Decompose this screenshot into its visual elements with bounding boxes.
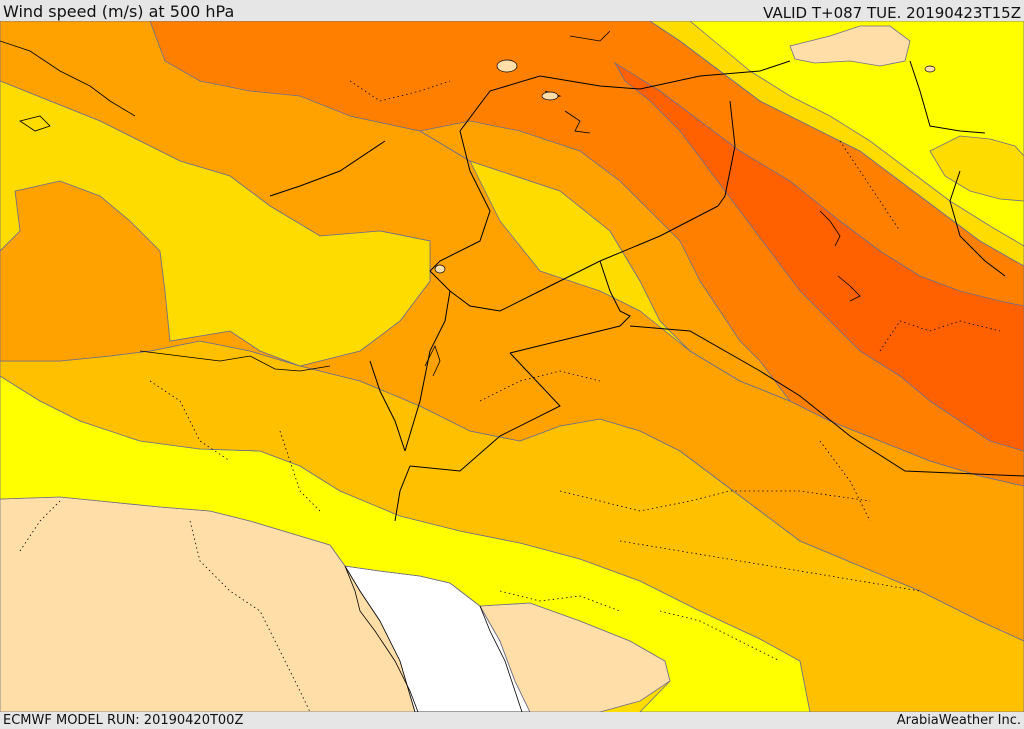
valid-time-label: VALID T+087 TUE. 20190423T15Z [763, 4, 1021, 22]
credit-label: ArabiaWeather Inc. [896, 713, 1021, 728]
wind-zone-medium-high-center [418, 120, 792, 402]
header-bar: Wind speed (m/s) at 500 hPa VALID T+087 … [0, 0, 1024, 22]
wind-zone-low-northeast [689, 21, 1024, 247]
wind-speed-map [0, 21, 1024, 712]
map-title: Wind speed (m/s) at 500 hPa [3, 2, 235, 21]
wind-zone-very-high-core [613, 61, 1024, 452]
wind-zone-medium-low-west [0, 80, 431, 367]
footer-bar: ECMWF MODEL RUN: 20190420T00Z ArabiaWeat… [0, 712, 1024, 729]
wind-zone-very-low-northeast [789, 25, 911, 67]
model-run-label: ECMWF MODEL RUN: 20190420T00Z [3, 713, 244, 728]
wind-zone-medium-low-east [929, 135, 1024, 202]
country-borders [269, 60, 1024, 522]
lakes [434, 59, 936, 274]
provincial-boundaries [19, 80, 1001, 712]
